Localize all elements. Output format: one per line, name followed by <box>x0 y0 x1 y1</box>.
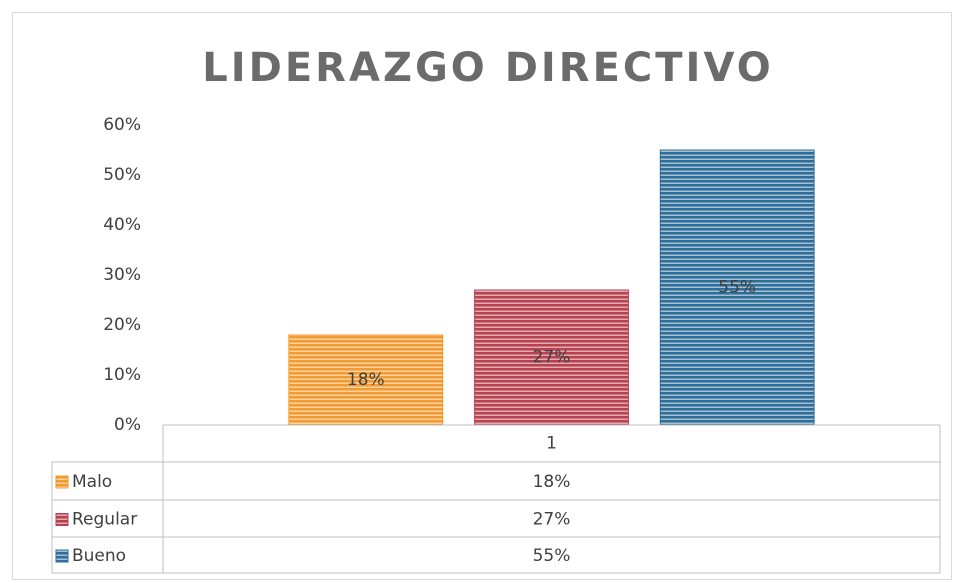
bar <box>288 334 444 426</box>
y-tick-label: 10% <box>103 365 141 385</box>
table-header: 1 <box>546 434 557 454</box>
data-table <box>51 424 941 574</box>
y-tick-label: 0% <box>114 415 141 435</box>
chart-title: LIDERAZGO DIRECTIVO <box>202 45 773 91</box>
legend-label: Malo <box>72 472 112 492</box>
legend-key <box>55 513 69 526</box>
table-cell: 27% <box>533 510 571 530</box>
data-label: 55% <box>718 278 756 298</box>
legend-label: Bueno <box>72 546 126 566</box>
data-label: 27% <box>533 348 571 368</box>
bar <box>474 289 629 426</box>
y-tick-label: 40% <box>103 215 141 235</box>
legend-label: Regular <box>72 510 137 530</box>
legend-key <box>55 475 69 489</box>
y-tick-label: 20% <box>103 315 141 335</box>
legend-key <box>55 549 69 563</box>
table-cell: 18% <box>533 472 571 492</box>
table-cell: 55% <box>533 546 571 566</box>
y-tick-label: 50% <box>103 165 141 185</box>
y-tick-label: 60% <box>103 115 141 135</box>
bar <box>659 149 815 426</box>
data-label: 18% <box>347 370 385 390</box>
y-tick-label: 30% <box>103 265 141 285</box>
